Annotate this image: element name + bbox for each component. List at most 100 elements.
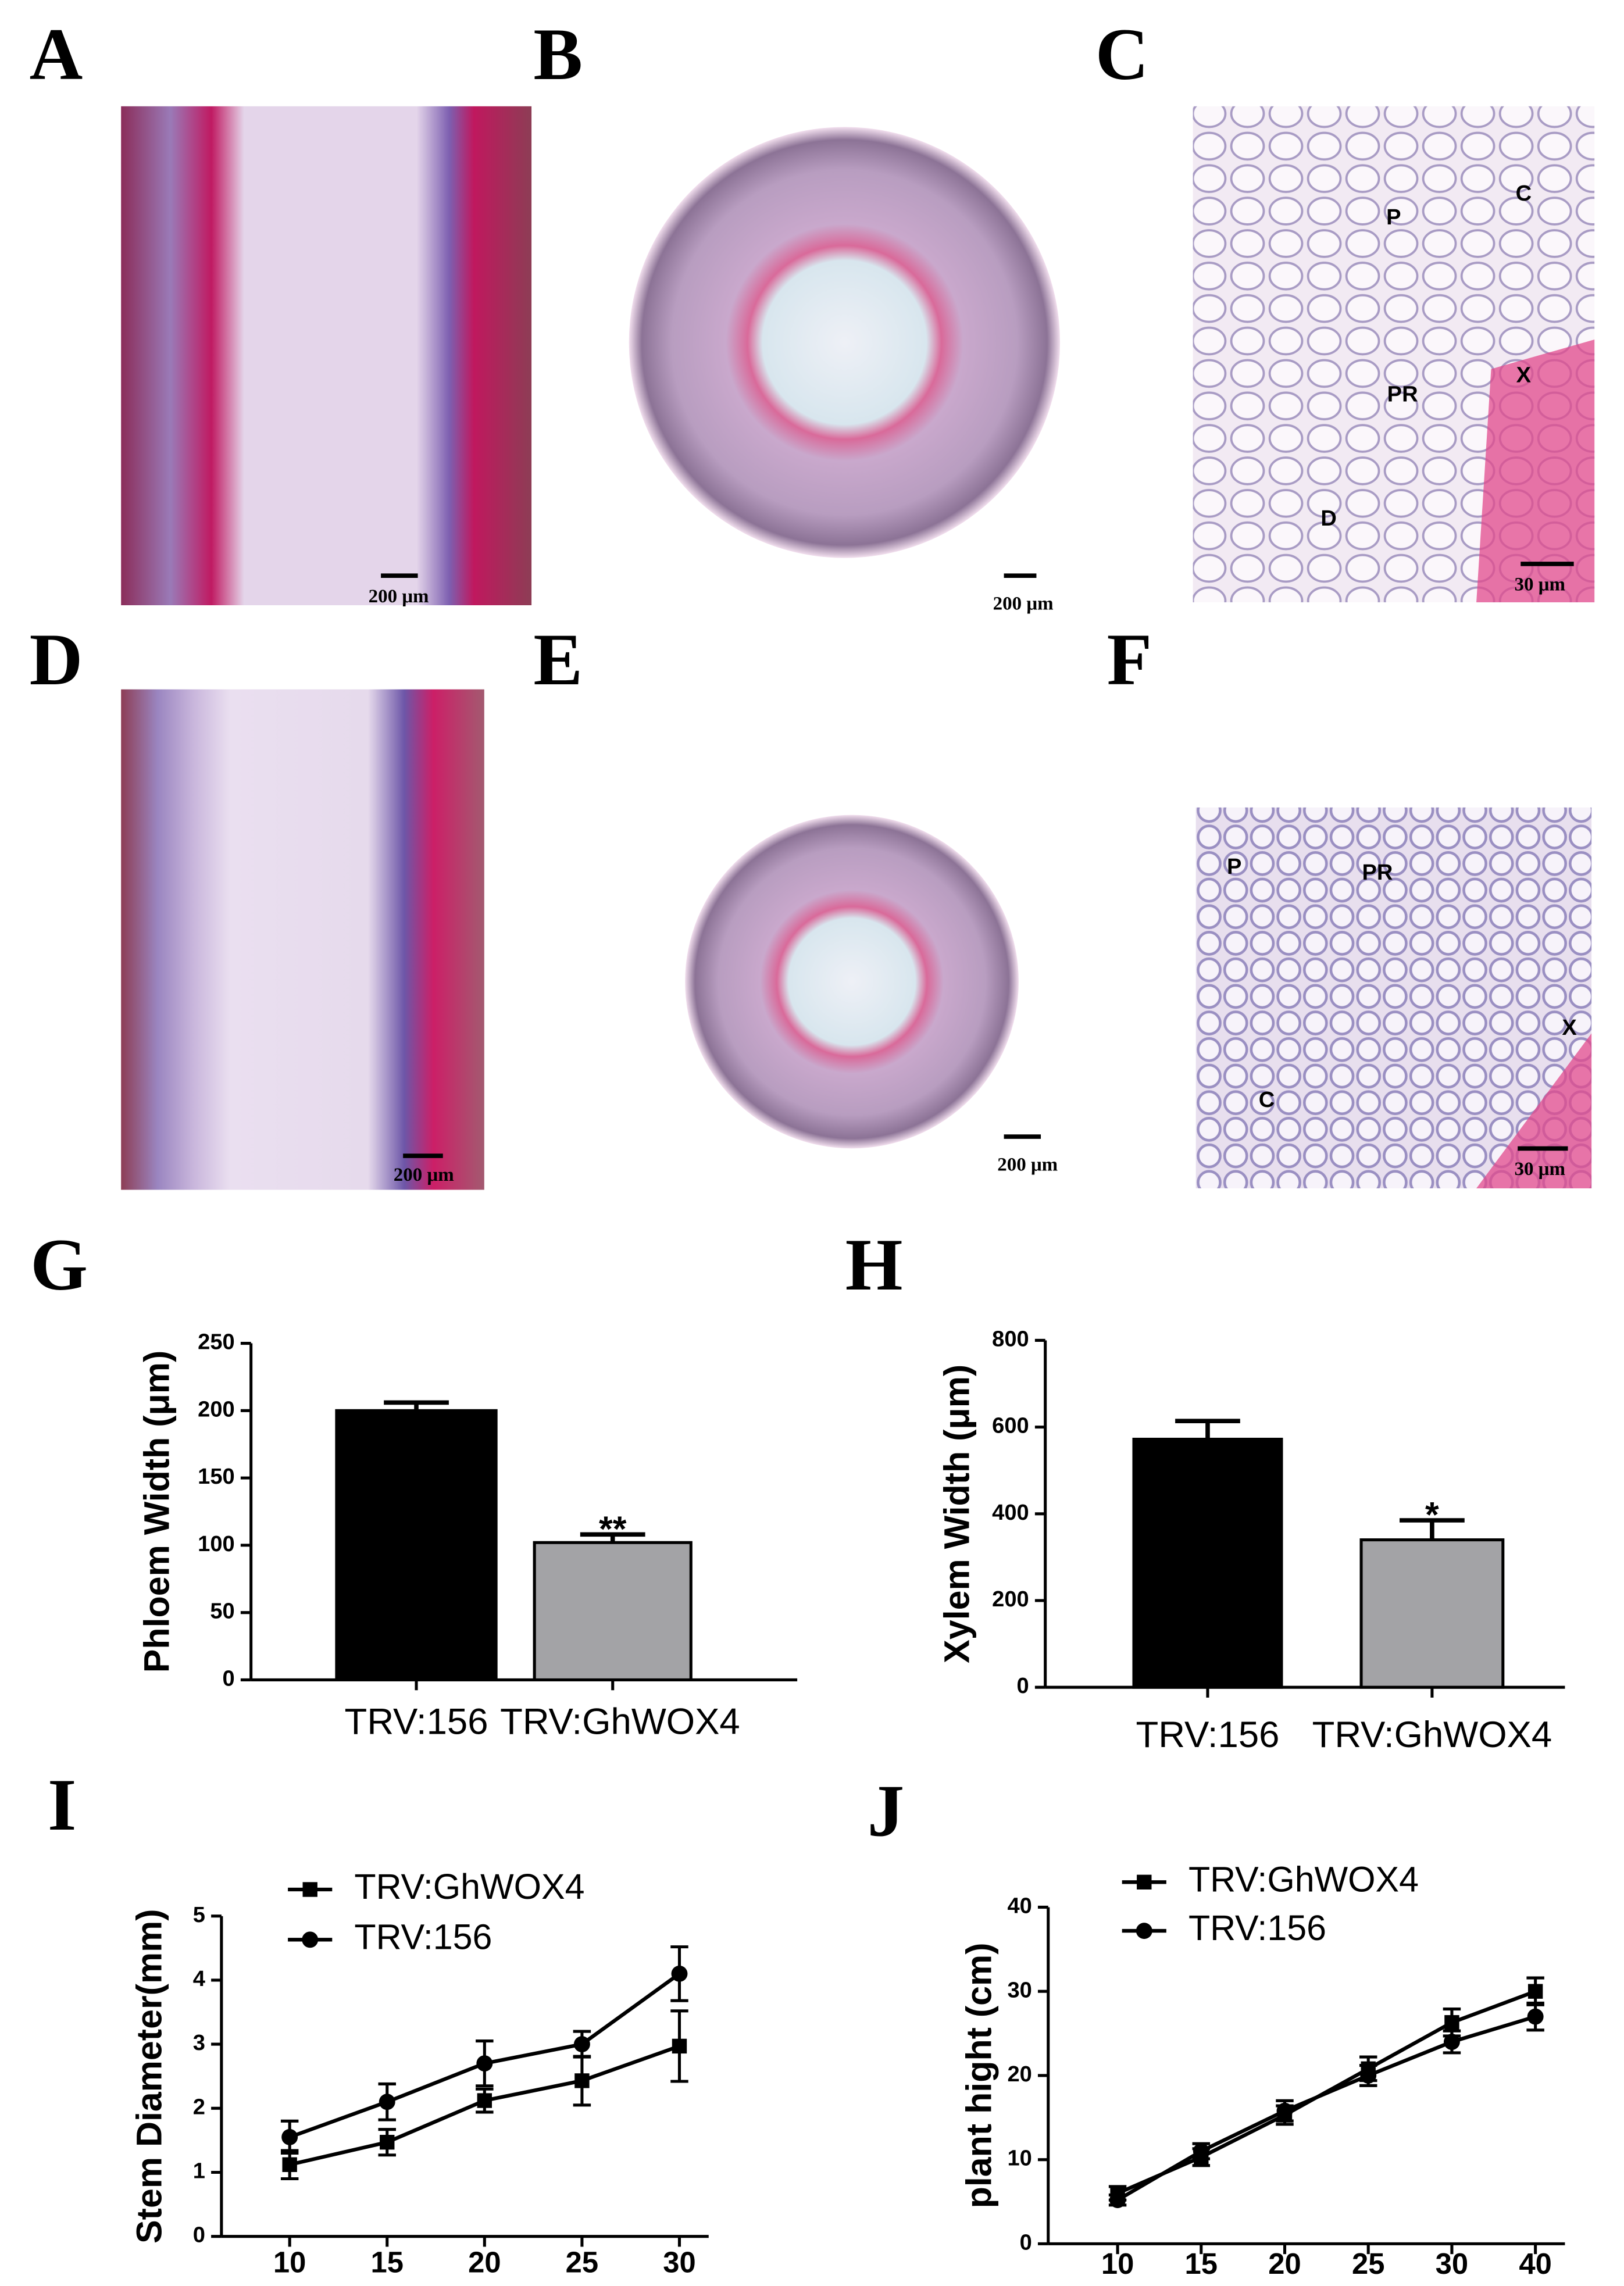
- x-tick-label: TRV:156: [345, 1701, 488, 1742]
- marker: [1276, 2102, 1293, 2119]
- bar: [533, 1541, 693, 1681]
- error-bar: [1400, 1518, 1465, 1540]
- y-tick-label: 100: [198, 1532, 235, 1556]
- y-tick-label: 10: [1007, 2146, 1031, 2171]
- legend-label: TRV:GhWOX4: [1188, 1859, 1419, 1899]
- x-tick-label: 20: [468, 2245, 501, 2278]
- x-tick-label: 40: [1519, 2247, 1551, 2280]
- scale-bar-label: 200 μm: [394, 1165, 454, 1185]
- x-tick-label: 20: [1268, 2247, 1301, 2280]
- panel-letter: I: [48, 1764, 76, 1846]
- y-tick-label: 30: [1007, 1978, 1031, 2002]
- y-tick-label: 0: [223, 1667, 235, 1691]
- marker: [1193, 2143, 1209, 2160]
- x-tick-label: TRV:GhWOX4: [500, 1701, 740, 1742]
- tissue-label: P: [1227, 855, 1241, 879]
- tissue-label: PR: [1387, 383, 1418, 407]
- scale-bar-label: 200 μm: [993, 594, 1054, 615]
- x-tick-label: 10: [273, 2245, 306, 2278]
- y-tick-label: 600: [992, 1414, 1029, 1438]
- y-axis-label: Phloem Width (μm): [137, 1351, 176, 1673]
- marker: [1444, 2015, 1459, 2030]
- x-tick-label: 15: [371, 2245, 404, 2278]
- marker: [302, 1931, 319, 1948]
- marker: [1137, 1874, 1152, 1890]
- significance-label: **: [599, 1509, 627, 1548]
- series-line: [1116, 2014, 1536, 2202]
- marker: [281, 2128, 298, 2145]
- panel-letter: J: [868, 1770, 904, 1852]
- scale-bar-label: 30 μm: [1515, 1159, 1565, 1180]
- bar: [335, 1409, 498, 1681]
- panel-letter: E: [533, 619, 583, 701]
- marker: [302, 1882, 317, 1897]
- marker: [1109, 2192, 1126, 2209]
- tissue-label: X: [1562, 1016, 1577, 1040]
- panel-letter: H: [845, 1224, 903, 1306]
- micrograph-d: [121, 689, 484, 1190]
- x-tick-label: 10: [1101, 2247, 1134, 2280]
- marker: [1443, 2034, 1460, 2051]
- tissue-label: C: [1516, 181, 1532, 206]
- y-tick-label: 800: [992, 1327, 1029, 1352]
- error-bar: [580, 1532, 645, 1543]
- marker: [477, 2093, 492, 2108]
- marker: [379, 2094, 395, 2110]
- legend-label: TRV:GhWOX4: [354, 1867, 584, 1906]
- y-tick-label: 20: [1007, 2062, 1031, 2087]
- legend-label: TRV:156: [354, 1917, 492, 1956]
- x-tick-label: 25: [566, 2245, 598, 2278]
- marker: [476, 2055, 493, 2072]
- x-tick-label: 15: [1185, 2247, 1218, 2280]
- marker: [282, 2157, 297, 2172]
- tissue-label: PR: [1362, 860, 1393, 885]
- x-tick-label: 30: [1436, 2247, 1468, 2280]
- y-axis-label: Stem Diameter(mm): [130, 1909, 169, 2244]
- micrograph-a: [121, 106, 532, 606]
- x-tick-label: 25: [1352, 2247, 1384, 2280]
- x-tick-label: TRV:156: [1136, 1714, 1279, 1755]
- marker: [573, 2036, 590, 2053]
- tissue-label: P: [1386, 205, 1401, 230]
- marker: [672, 2038, 687, 2054]
- error-bar: [1175, 1419, 1240, 1440]
- marker: [671, 1965, 688, 1982]
- marker: [380, 2135, 395, 2150]
- error-bar: [384, 1400, 449, 1411]
- y-axis-label: plant hight (cm): [959, 1942, 999, 2208]
- scale-bar-label: 200 μm: [369, 586, 429, 607]
- scale-bar-label: 200 μm: [997, 1154, 1058, 1175]
- y-tick-label: 50: [210, 1599, 234, 1624]
- y-tick-label: 1: [193, 2159, 205, 2184]
- y-tick-label: 200: [992, 1587, 1029, 1612]
- panel-letter: D: [30, 619, 83, 701]
- y-tick-label: 200: [198, 1397, 235, 1421]
- y-tick-label: 40: [1007, 1894, 1031, 1919]
- marker: [1360, 2067, 1377, 2084]
- micrograph-b: [629, 127, 1061, 558]
- panel-letter: B: [533, 14, 583, 95]
- panel-letter: A: [30, 14, 83, 95]
- legend-label: TRV:156: [1188, 1908, 1326, 1948]
- y-tick-label: 0: [1017, 1674, 1029, 1698]
- panel-letter: G: [30, 1224, 88, 1306]
- y-tick-label: 0: [193, 2223, 205, 2248]
- panel-letter: C: [1095, 14, 1149, 95]
- y-tick-label: 4: [193, 1967, 205, 1991]
- bar: [1359, 1538, 1505, 1689]
- marker: [574, 2073, 590, 2088]
- xylem-region: [1476, 339, 1595, 602]
- y-tick-label: 5: [193, 1903, 205, 1927]
- y-axis-label: Xylem Width (μm): [937, 1365, 977, 1663]
- tissue-label: C: [1259, 1088, 1275, 1112]
- x-tick-label: 30: [663, 2245, 695, 2278]
- tissue-label: X: [1516, 363, 1532, 388]
- y-tick-label: 0: [1020, 2230, 1032, 2255]
- marker: [1527, 1984, 1543, 1999]
- tissue-label: D: [1320, 506, 1337, 531]
- x-tick-label: TRV:GhWOX4: [1312, 1714, 1552, 1755]
- marker: [1527, 2008, 1544, 2025]
- marker: [1136, 1923, 1152, 1939]
